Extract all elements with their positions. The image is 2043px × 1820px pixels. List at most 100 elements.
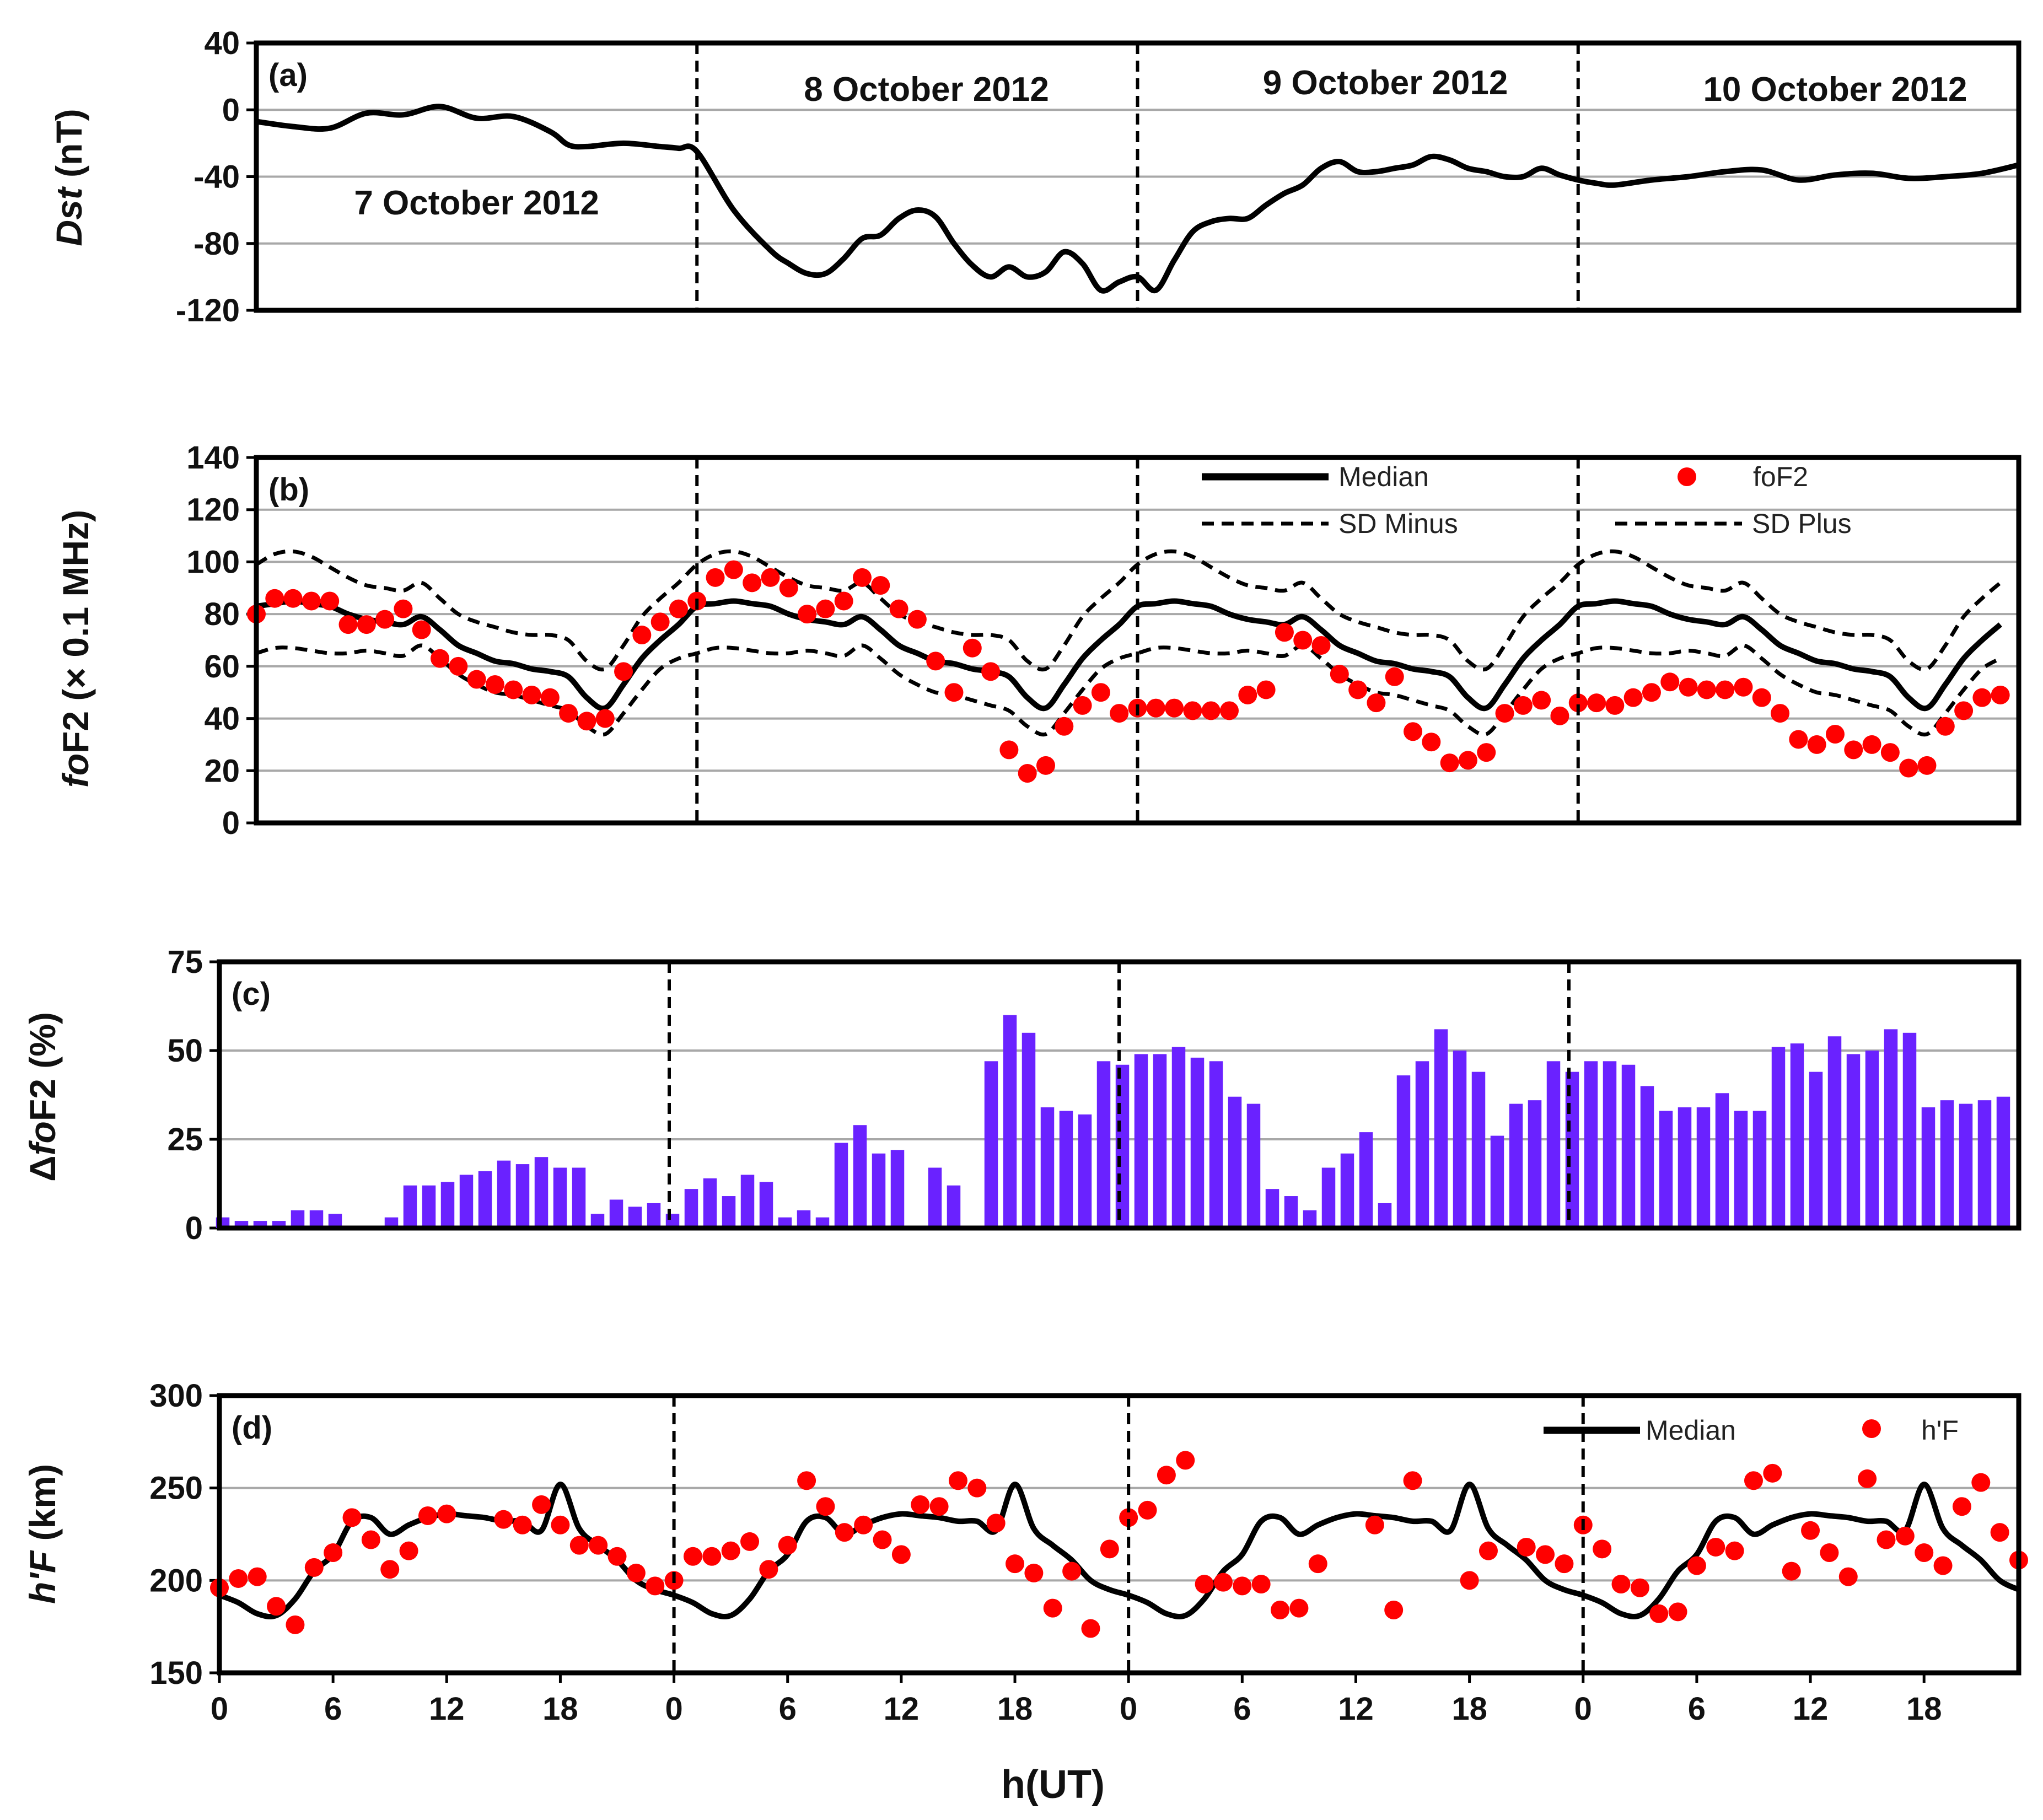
panel-c-bar: [1359, 1132, 1373, 1228]
panel-c-bar: [1584, 1061, 1598, 1228]
panel-b-point-fof2: [669, 599, 688, 618]
panel-b-point-fof2: [1201, 701, 1221, 720]
panel-d-ylabel-italic: h'F: [22, 1550, 63, 1604]
panel-b-point-fof2: [412, 620, 431, 639]
panel-c-bar: [1959, 1103, 1973, 1228]
panel-c-delta-fof2-chart: ΔfoF2 (%) 75 50 25 0 (c): [22, 944, 2022, 1246]
panel-d-point-h-f: [1119, 1508, 1138, 1527]
panel-b-point-fof2: [1862, 735, 1881, 754]
panel-b-point-fof2: [1018, 764, 1037, 783]
panel-b-point-fof2: [1679, 677, 1698, 697]
panel-c-bar: [291, 1210, 305, 1228]
panel-a-ytick-label: 40: [204, 25, 240, 61]
panel-d-point-h-f: [532, 1495, 551, 1514]
panel-d-point-h-f: [1877, 1530, 1896, 1549]
panel-c-bar: [1471, 1071, 1486, 1228]
panel-b-point-fof2: [1972, 688, 1992, 707]
panel-b-point-fof2: [1587, 693, 1606, 713]
panel-d-point-h-f: [702, 1547, 722, 1566]
panel-d-point-h-f: [646, 1576, 665, 1596]
panel-d-point-h-f: [1744, 1471, 1763, 1490]
panel-c-bar: [1546, 1061, 1561, 1228]
panel-b-frame: [254, 455, 2022, 826]
panel-b-point-fof2: [1752, 688, 1771, 707]
panel-c-bar: [1284, 1196, 1298, 1228]
panel-c-bar: [1171, 1047, 1186, 1228]
legend-b-label-sd-plus: SD Plus: [1752, 508, 1852, 539]
panel-d-xtick-label: 6: [324, 1691, 342, 1727]
panel-c-bar: [1396, 1075, 1411, 1228]
panel-d-ylabel: h'F (km): [22, 1464, 63, 1604]
panel-d-point-h-f: [1649, 1604, 1669, 1623]
panel-b-point-fof2: [1660, 672, 1680, 692]
panel-b-point-fof2: [577, 712, 596, 731]
panel-b-point-fof2: [1532, 691, 1551, 710]
panel-b-point-fof2: [1697, 680, 1716, 699]
panel-c-bar: [815, 1217, 830, 1228]
panel-c-bar: [1040, 1107, 1055, 1228]
panel-d-point-h-f: [1043, 1598, 1062, 1618]
panel-b-point-fof2: [1642, 683, 1661, 702]
panel-d-point-h-f: [286, 1615, 305, 1634]
panel-d-point-h-f: [911, 1495, 930, 1514]
panel-b-point-fof2: [1899, 758, 1918, 778]
panel-d-point-h-f: [759, 1560, 778, 1579]
panel-c-bar: [1190, 1057, 1205, 1228]
panel-d-xtick-label: 18: [997, 1691, 1033, 1727]
panel-c-bar: [1603, 1061, 1617, 1228]
panel-b-point-fof2: [834, 591, 853, 611]
panel-d-point-h-f: [1271, 1600, 1290, 1619]
panel-c-bar: [309, 1210, 324, 1228]
panel-c-bar: [928, 1167, 942, 1228]
panel-d-xtick-label: 12: [884, 1691, 920, 1727]
panel-d-xtick-label: 12: [1793, 1691, 1829, 1727]
panel-d-legend: Median h'F: [1544, 1415, 1959, 1446]
panel-c-bar: [1902, 1032, 1917, 1228]
panel-b-point-fof2: [1771, 704, 1790, 723]
panel-a-ylabel-unit: (nT): [49, 109, 89, 187]
panel-c-bar: [1865, 1051, 1879, 1228]
panel-b-fof2-chart: foF2 (× 0.1 MHz) Median foF2 SD Minus SD Pl…: [55, 440, 2022, 841]
panel-b-point-fof2: [302, 591, 321, 611]
panel-b-point-fof2: [614, 662, 633, 681]
panel-d-point-h-f: [891, 1545, 911, 1564]
panel-b-point-fof2: [632, 626, 652, 645]
panel-d-ytick-label: 300: [149, 1378, 203, 1414]
panel-c-bar: [1415, 1061, 1429, 1228]
panel-b-point-fof2: [743, 573, 762, 593]
panel-d-point-h-f: [1555, 1554, 1574, 1574]
panel-b-point-fof2: [779, 578, 798, 597]
panel-d-point-h-f: [551, 1515, 570, 1534]
panel-b-point-fof2: [1716, 680, 1735, 699]
panel-b-point-fof2: [926, 651, 945, 671]
panel-c-bar: [1715, 1093, 1729, 1228]
panel-c-bar: [1340, 1153, 1354, 1228]
panel-c-bar: [1809, 1071, 1823, 1228]
panel-b-ytick-label: 60: [204, 649, 240, 685]
panel-b-point-fof2: [944, 683, 964, 702]
panel-a-ytick-label: -40: [193, 159, 240, 195]
panel-d-xtick-label: 6: [1233, 1691, 1251, 1727]
panel-b-point-fof2: [1568, 693, 1588, 713]
panel-d-point-h-f: [1838, 1567, 1858, 1586]
panel-b-point-fof2: [1404, 722, 1423, 741]
panel-d-point-h-f: [229, 1569, 248, 1588]
panel-b-ytick-label: 140: [186, 440, 240, 476]
legend-b-marker-fof2: [1678, 467, 1696, 486]
panel-b-point-fof2: [1550, 706, 1569, 725]
date-label: 9 October 2012: [1263, 64, 1508, 102]
panel-d-point-h-f: [418, 1506, 437, 1525]
panel-b-point-fof2: [1936, 717, 1955, 736]
panel-c-bar: [647, 1203, 661, 1228]
panel-c-bar: [384, 1217, 399, 1228]
panel-c-ytick-label: 25: [167, 1122, 203, 1157]
panel-c-ylabel-delta: Δ: [22, 1155, 63, 1181]
panel-c-bar: [1246, 1103, 1261, 1228]
panel-d-point-h-f: [1100, 1539, 1119, 1559]
panel-d-point-h-f: [1725, 1541, 1744, 1560]
panel-b-point-fof2: [1954, 701, 1974, 720]
panel-b-point-fof2: [1055, 717, 1074, 736]
panel-b-point-fof2: [1623, 688, 1643, 707]
panel-b-ylabel-italic: fo: [55, 753, 96, 788]
panel-d-point-h-f: [1895, 1526, 1915, 1546]
